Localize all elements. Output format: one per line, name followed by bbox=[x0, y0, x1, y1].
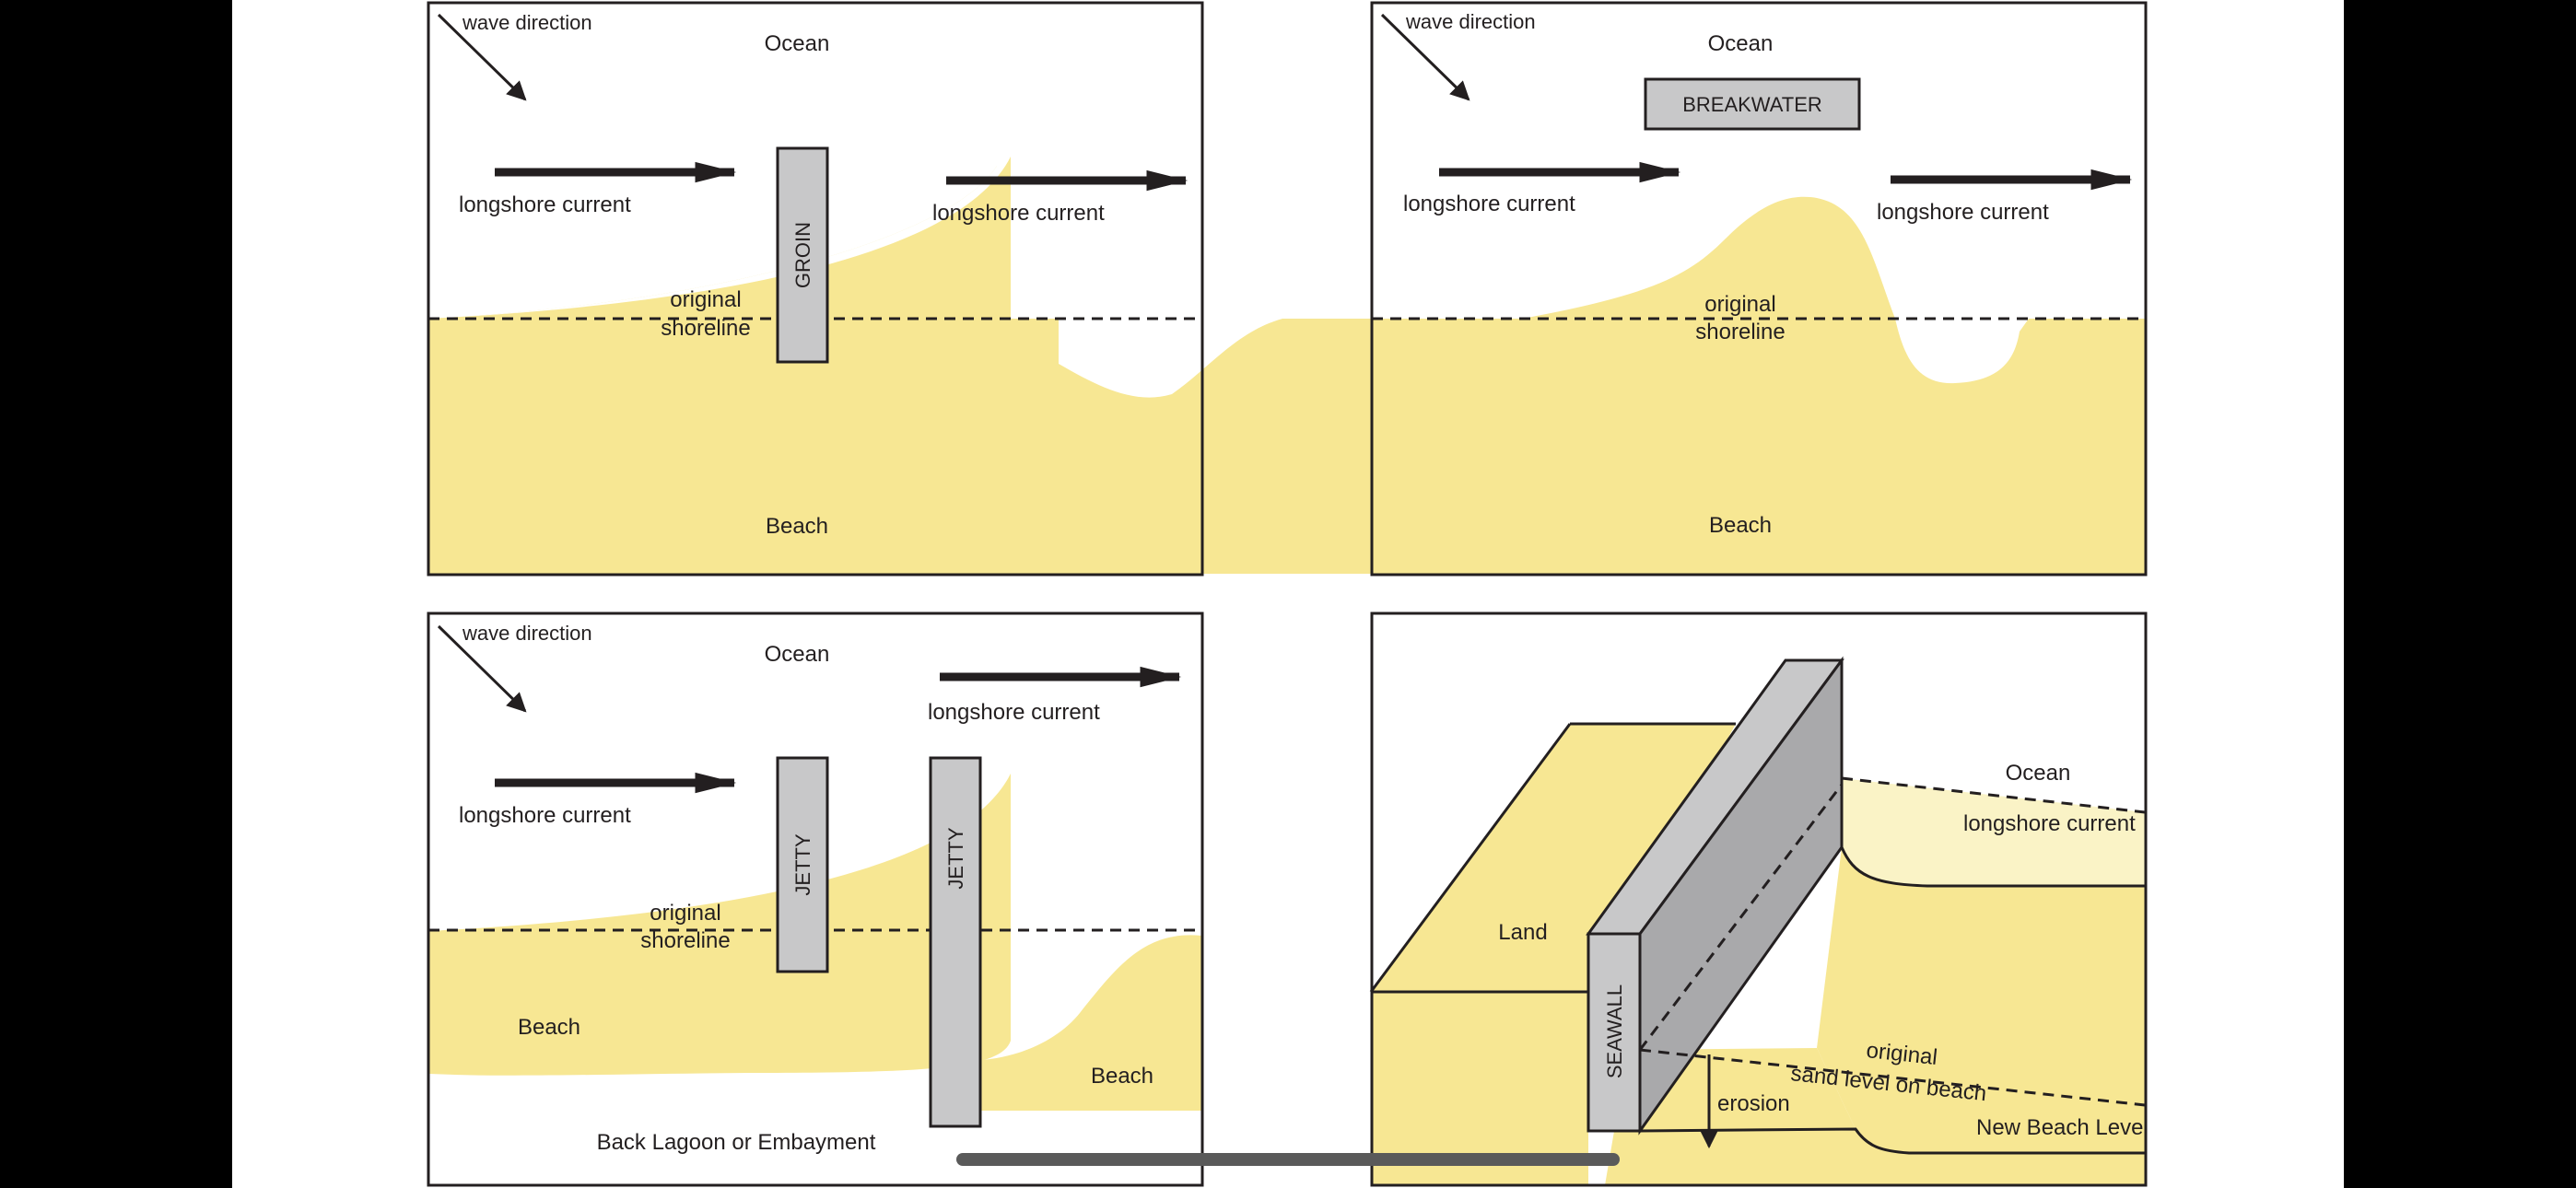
shoreline-label: shoreline bbox=[1695, 320, 1785, 344]
wave-direction-arrow bbox=[1380, 13, 1470, 101]
land-top-surface bbox=[1371, 724, 1736, 992]
jetty-right-label: JETTY bbox=[944, 827, 967, 890]
salient-sand bbox=[1522, 196, 1895, 319]
ocean-label: Ocean bbox=[765, 642, 830, 667]
ocean-label: Ocean bbox=[1708, 31, 1774, 56]
panel-frame bbox=[427, 1, 1204, 577]
erosion-scallop bbox=[1059, 319, 1282, 398]
original-label: original bbox=[670, 287, 741, 312]
original-level-on-wall bbox=[1638, 784, 1844, 1051]
water-line-edge bbox=[1840, 846, 2145, 888]
beach-sand-fill bbox=[1372, 319, 2146, 574]
panel-frame bbox=[1370, 611, 2148, 1187]
shoreline-label: shoreline bbox=[640, 928, 730, 953]
diagram-stage: GROIN wave direction Ocean longshore cur… bbox=[232, 0, 2344, 1188]
wave-direction-label: wave direction bbox=[1405, 10, 1536, 33]
seawall-front-face bbox=[1587, 932, 1642, 1133]
longshore-label-left: longshore current bbox=[459, 803, 631, 828]
breakwater-structure bbox=[1644, 77, 1861, 131]
erosion-scallop bbox=[1895, 319, 2029, 384]
updrift-beach-sand bbox=[429, 774, 1011, 1076]
longshore-label: longshore current bbox=[1963, 811, 2136, 836]
diagram-canvas: GROIN wave direction Ocean longshore cur… bbox=[427, 1, 2149, 1187]
jetty-left-label: JETTY bbox=[791, 833, 814, 896]
original-label: original bbox=[650, 901, 720, 926]
panel-frame bbox=[1370, 1, 2148, 577]
beach-sand-fill bbox=[428, 319, 1398, 574]
new-beach-level-label: New Beach Level bbox=[1976, 1115, 2149, 1140]
land-front-face bbox=[1372, 992, 1588, 1184]
panel-groin: GROIN wave direction Ocean longshore cur… bbox=[427, 1, 1398, 577]
land-back-edge bbox=[1369, 723, 1572, 993]
panel-frame bbox=[427, 611, 1204, 1187]
back-lagoon-label: Back Lagoon or Embayment bbox=[597, 1130, 876, 1155]
original-sand-level-line bbox=[1639, 1048, 2146, 1107]
ocean-label: Ocean bbox=[2006, 761, 2071, 786]
new-beach-edge bbox=[1639, 1127, 2145, 1155]
longshore-label-right: longshore current bbox=[928, 700, 1100, 725]
beach-right-label: Beach bbox=[1091, 1064, 1153, 1089]
ocean-water-surface bbox=[1841, 778, 2145, 886]
erosion-label: erosion bbox=[1717, 1091, 1790, 1116]
beach-slope-surface bbox=[1817, 847, 2145, 1153]
ocean-edge-dashed bbox=[1841, 776, 2146, 814]
lower-beach-strip bbox=[1605, 1048, 2145, 1185]
groin-label: GROIN bbox=[791, 222, 814, 288]
ocean-label: Ocean bbox=[765, 31, 830, 56]
beach-label: Beach bbox=[766, 514, 828, 539]
breakwater-label: BREAKWATER bbox=[1682, 93, 1822, 116]
shoreline-label: shoreline bbox=[661, 316, 750, 341]
downdrift-beach-sand bbox=[969, 935, 1201, 1111]
wave-direction-label: wave direction bbox=[462, 11, 592, 34]
wave-direction-arrow bbox=[437, 13, 527, 101]
home-indicator-bar[interactable] bbox=[956, 1153, 1620, 1166]
original-label: original bbox=[1704, 292, 1775, 317]
wave-direction-label: wave direction bbox=[462, 622, 592, 645]
panel-breakwater: BREAKWATER wave direction Ocean longshor… bbox=[1370, 1, 2148, 577]
longshore-label-right: longshore current bbox=[932, 201, 1105, 226]
jetty-left-structure bbox=[776, 756, 829, 973]
beach-label: Beach bbox=[1709, 513, 1772, 538]
beach-left-label: Beach bbox=[518, 1015, 580, 1040]
land-label: Land bbox=[1498, 920, 1547, 945]
jetty-right-structure bbox=[929, 756, 982, 1128]
wave-direction-arrow bbox=[437, 624, 527, 713]
panel-jetty: JETTY JETTY wave direction Ocean longsho… bbox=[427, 611, 1204, 1187]
longshore-label-left: longshore current bbox=[1403, 192, 1575, 216]
longshore-label-left: longshore current bbox=[459, 192, 631, 217]
groin-structure bbox=[776, 146, 829, 364]
seawall-label: SEAWALL bbox=[1603, 984, 1626, 1078]
longshore-label-right: longshore current bbox=[1877, 200, 2049, 225]
panel-seawall: SEAWALL Ocean longshore current Land ori… bbox=[1369, 611, 2149, 1187]
updrift-sand-wedge bbox=[429, 157, 1011, 319]
